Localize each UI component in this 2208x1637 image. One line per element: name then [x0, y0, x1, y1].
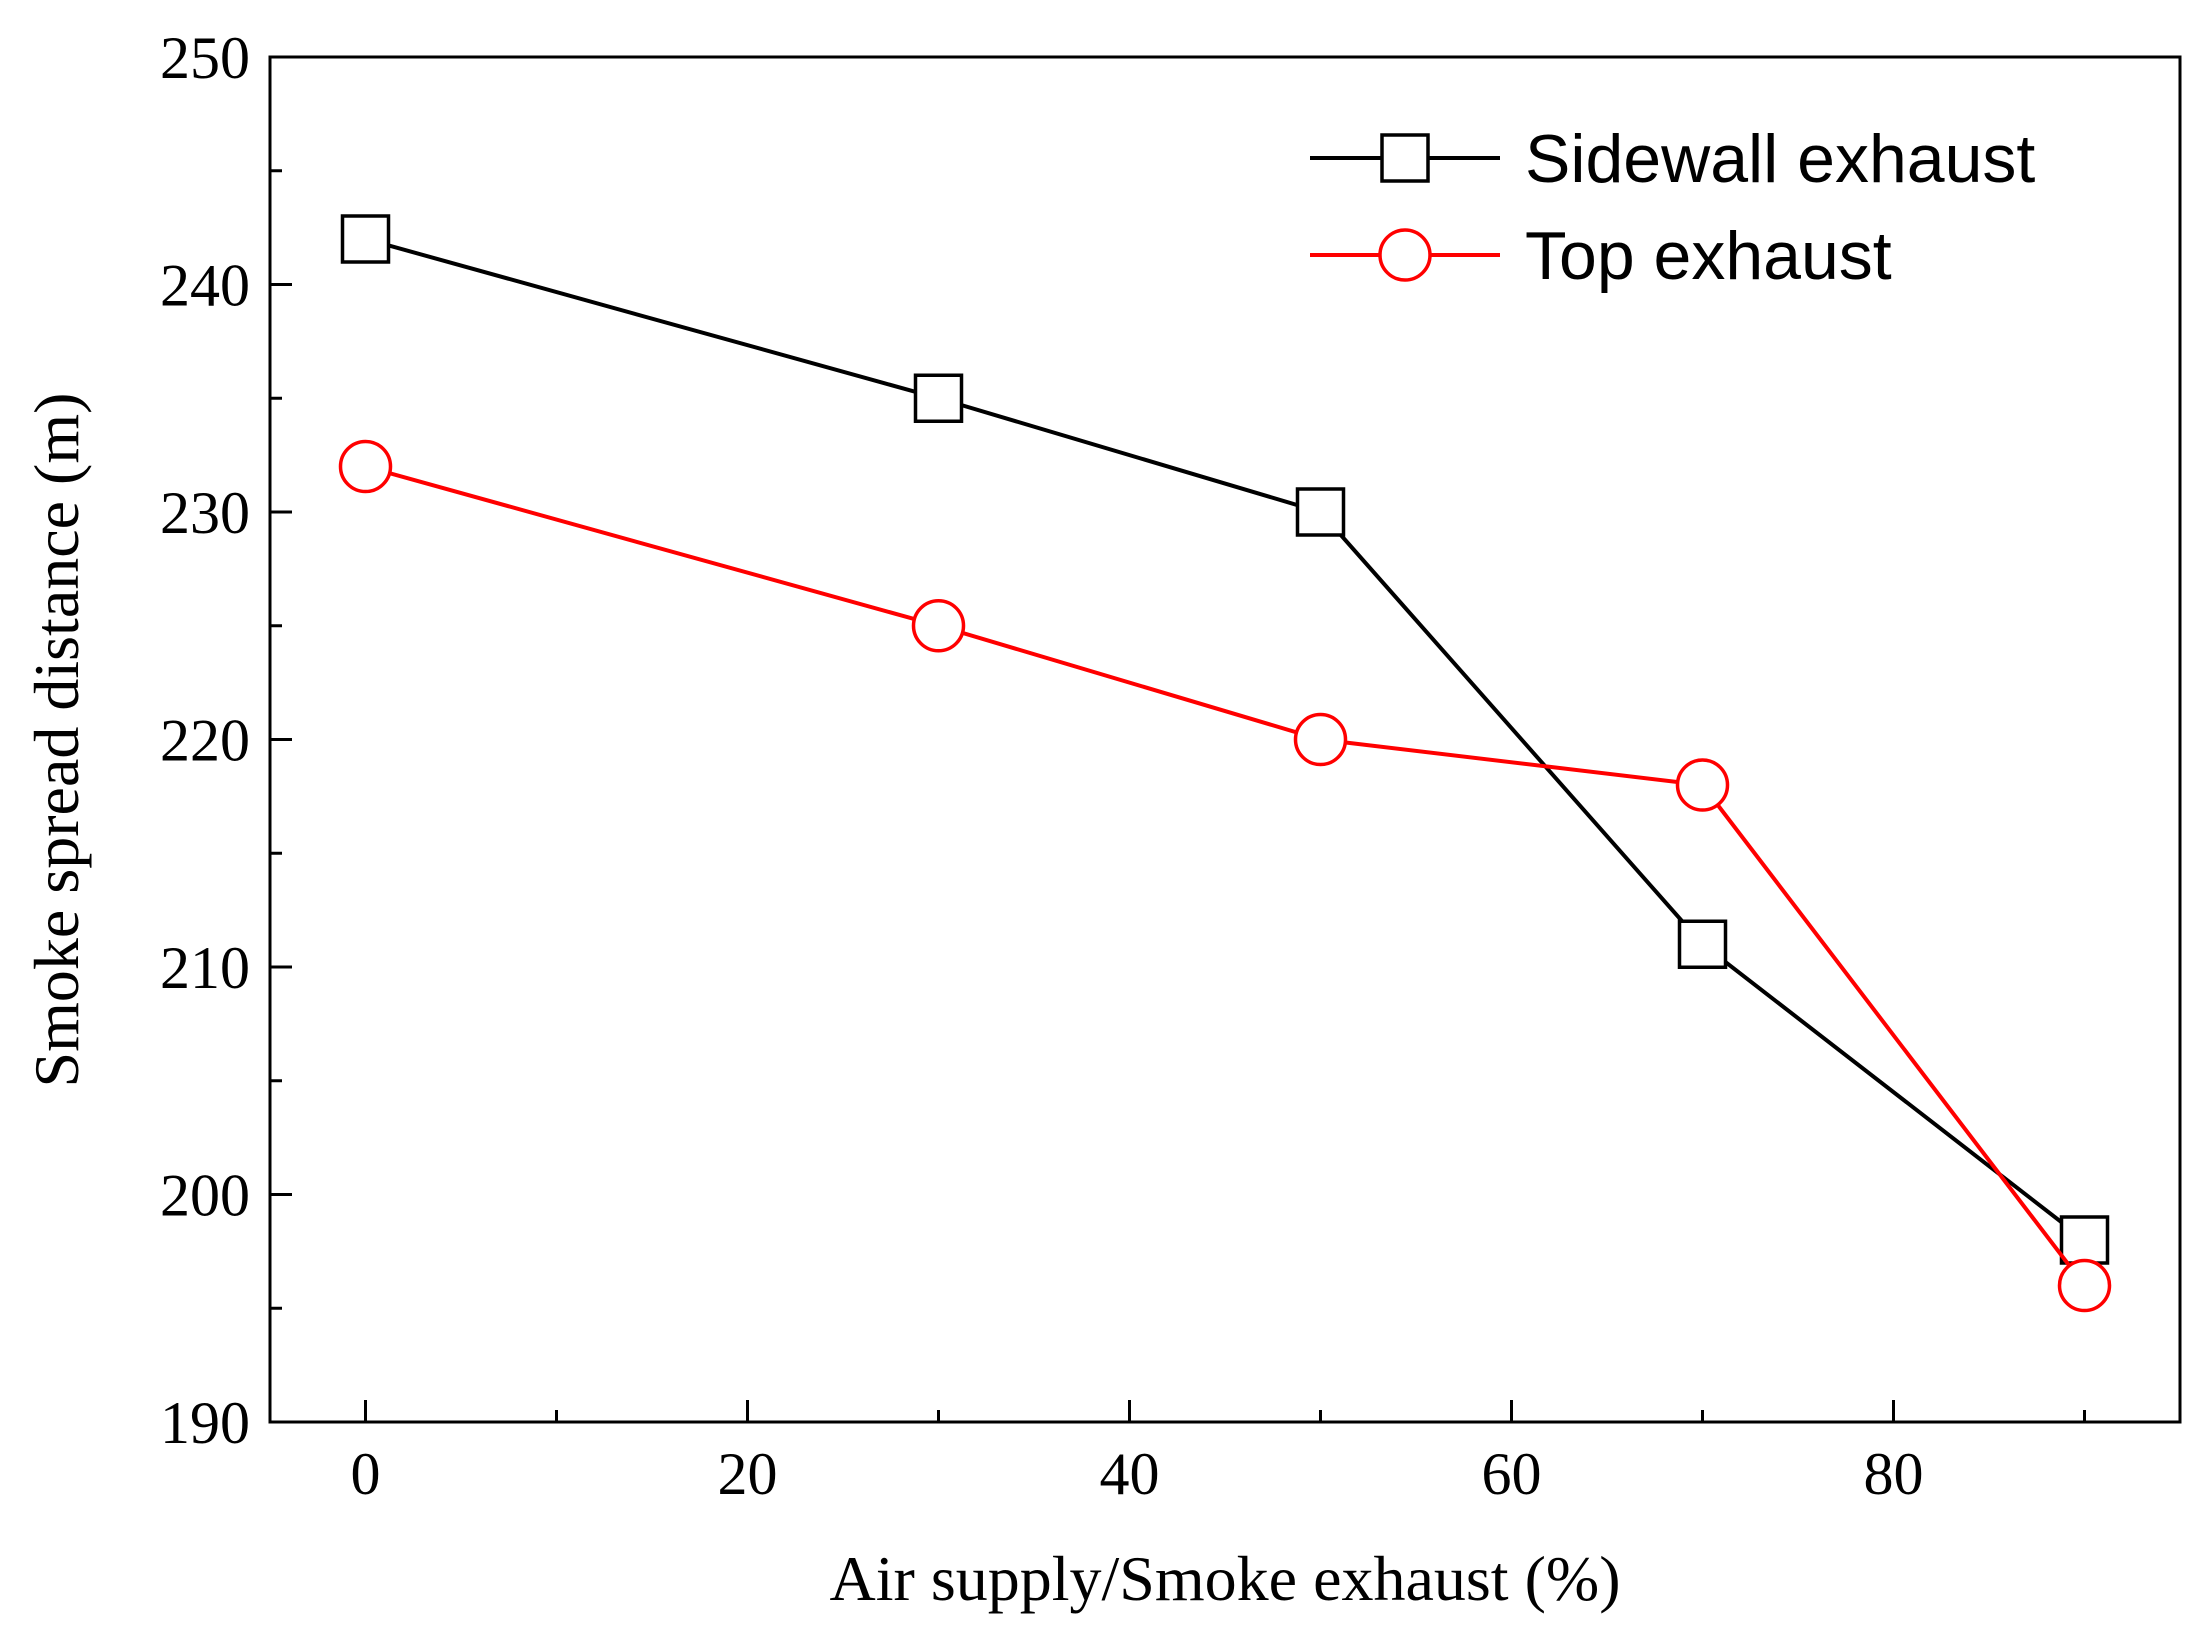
data-point-square: [2059, 1215, 2110, 1265]
x-tick-label: 0: [351, 1441, 381, 1507]
x-tick-label: 20: [718, 1441, 778, 1507]
data-point-circle: [2057, 1258, 2112, 1313]
axes: 0 20 40 60 80 190 200 210 220 230 240 250: [160, 25, 2086, 1507]
legend-label: Sidewall exhaust: [1525, 121, 2035, 197]
series-top-exhaust: [338, 439, 2112, 1313]
legend-marker: [1378, 228, 1432, 282]
y-tick-label: 230: [160, 480, 250, 546]
data-point-square: [1677, 919, 1728, 969]
data-point-circle: [1675, 758, 1730, 812]
y-tick-label: 210: [160, 935, 250, 1001]
y-tick-label: 200: [160, 1163, 250, 1229]
series-line: [364, 464, 2087, 1287]
data-point-circle: [911, 599, 966, 653]
y-tick-label: 190: [160, 1390, 250, 1456]
legend-marker: [1380, 133, 1430, 183]
data-point-square: [1295, 487, 1346, 537]
data-point-circle: [338, 439, 393, 494]
series-sidewall-exhaust: [340, 214, 2110, 1265]
legend-label: Top exhaust: [1525, 218, 1892, 294]
legend: Sidewall exhaust Top exhaust: [1310, 121, 2035, 294]
y-tick-label: 250: [160, 25, 250, 91]
y-axis-title: Smoke spread distance (m): [21, 393, 92, 1088]
series-layer: [338, 214, 2112, 1313]
series-line: [364, 237, 2086, 1242]
x-tick-label: 40: [1100, 1441, 1160, 1507]
data-point-circle: [1293, 712, 1348, 767]
plot-frame: [268, 55, 2182, 1424]
data-point-square: [340, 214, 391, 264]
x-axis-title: Air supply/Smoke exhaust (%): [830, 1543, 1621, 1614]
x-tick-label: 80: [1864, 1441, 1924, 1507]
y-tick-label: 240: [160, 253, 250, 319]
data-point-square: [913, 373, 964, 423]
x-tick-label: 60: [1482, 1441, 1542, 1507]
y-tick-label: 220: [160, 708, 250, 774]
